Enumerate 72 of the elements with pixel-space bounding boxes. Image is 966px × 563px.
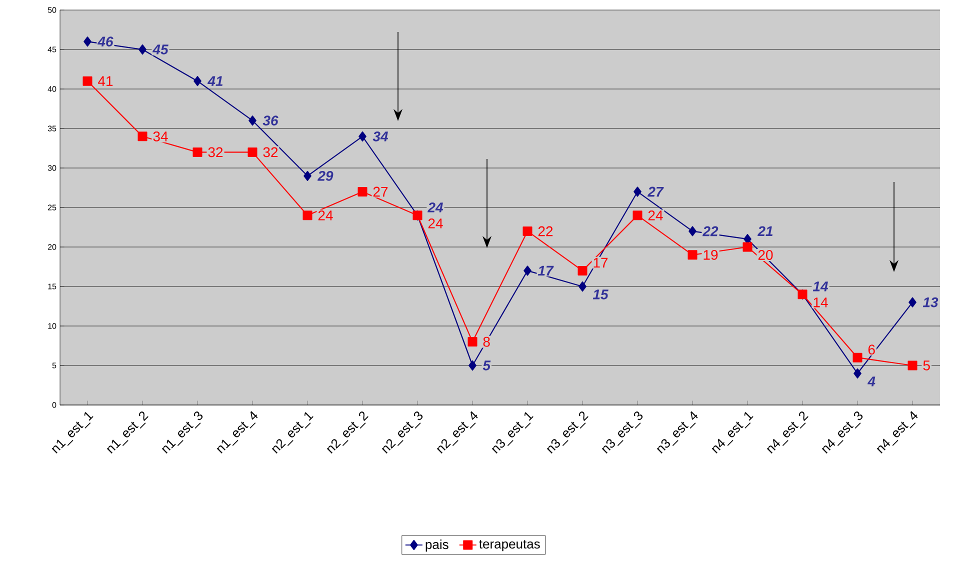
- point: [854, 368, 862, 378]
- y-tick-label: 0: [52, 402, 56, 408]
- data-label: 41: [207, 76, 223, 86]
- data-label: 19: [704, 250, 718, 260]
- data-label: 14: [812, 282, 828, 292]
- point: [248, 116, 256, 126]
- data-label: 24: [427, 202, 444, 212]
- point: [522, 226, 532, 236]
- data-label: 34: [153, 131, 168, 142]
- point: [248, 147, 258, 157]
- y-tick-label: 20: [48, 244, 56, 250]
- point: [138, 132, 148, 142]
- data-label: 22: [702, 226, 718, 236]
- data-label: 34: [372, 131, 388, 142]
- data-label: 32: [263, 147, 278, 158]
- point: [634, 186, 642, 197]
- legend-label: terapeutas: [479, 540, 540, 552]
- point: [742, 242, 752, 252]
- data-label: 5: [923, 360, 930, 370]
- y-tick-label: 40: [48, 86, 56, 92]
- data-label: 17: [594, 258, 608, 268]
- point: [908, 360, 918, 370]
- data-label: 46: [97, 36, 114, 47]
- y-tick-label: 10: [48, 323, 56, 329]
- legend-label: pais: [426, 540, 448, 552]
- data-label: 27: [647, 186, 664, 197]
- point: [524, 266, 532, 276]
- point: [688, 226, 696, 236]
- point: [192, 147, 202, 157]
- point: [468, 360, 476, 371]
- point: [908, 297, 916, 308]
- y-tick-label: 30: [48, 165, 56, 171]
- data-label: 32: [208, 147, 223, 158]
- data-label: 24: [318, 210, 333, 220]
- data-label: 21: [757, 226, 773, 236]
- y-tick-label: 35: [48, 126, 56, 132]
- point: [304, 170, 312, 181]
- point: [194, 76, 202, 86]
- data-label: 27: [373, 186, 388, 197]
- data-label: 41: [98, 76, 113, 86]
- y-tick-label: 25: [48, 204, 56, 210]
- point: [138, 44, 146, 55]
- data-label: 6: [868, 344, 875, 355]
- point: [852, 352, 862, 362]
- data-label: 29: [317, 170, 334, 181]
- point: [302, 210, 312, 220]
- point: [632, 210, 642, 220]
- point: [578, 281, 586, 292]
- data-label: 36: [262, 116, 278, 126]
- data-label: 13: [922, 297, 938, 308]
- data-label: 5: [482, 360, 491, 370]
- y-tick-label: 50: [48, 7, 56, 13]
- data-label: 8: [483, 336, 490, 347]
- data-label: 22: [538, 226, 553, 236]
- y-tick-label: 45: [48, 46, 56, 52]
- data-label: 20: [758, 250, 773, 260]
- data-label: 24: [428, 218, 443, 228]
- point: [84, 36, 92, 47]
- y-tick-label: 15: [48, 284, 56, 290]
- data-label: 15: [592, 290, 608, 300]
- data-label: 14: [814, 298, 828, 308]
- data-label: 4: [867, 376, 876, 386]
- point: [578, 266, 588, 276]
- point: [358, 131, 366, 142]
- point: [688, 250, 698, 260]
- point: [358, 186, 368, 196]
- point: [82, 76, 92, 86]
- point: [468, 337, 478, 347]
- y-tick-label: 5: [52, 362, 56, 368]
- data-label: 24: [648, 210, 663, 220]
- data-label: 17: [538, 266, 554, 276]
- data-label: 45: [152, 44, 168, 54]
